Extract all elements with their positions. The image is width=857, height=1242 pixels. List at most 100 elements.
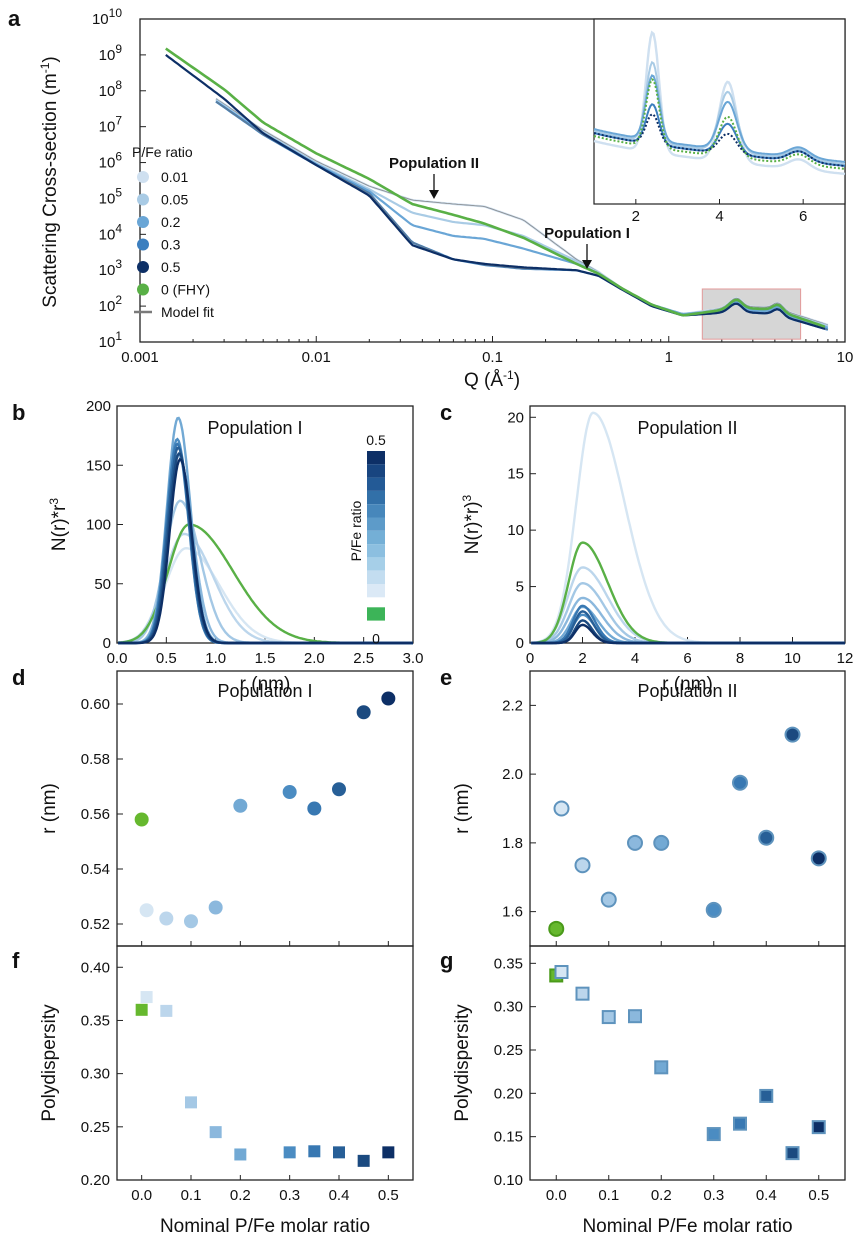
colorbar-swatch xyxy=(367,464,385,478)
x-tick-label: 0.1 xyxy=(598,1187,619,1204)
colorbar-swatch xyxy=(367,504,385,518)
x-tick-label: 6 xyxy=(683,650,691,667)
y-tick-label: 108 xyxy=(99,78,123,100)
data-point xyxy=(333,1146,345,1159)
legend-marker xyxy=(137,238,149,251)
panel-c-population-ii-distribution: 0 2 4 6 8 10 12 0 5 10 15 20 r (nm) N(r)*r)3 Populatio… xyxy=(460,405,853,695)
data-point xyxy=(601,1010,616,1025)
data-point xyxy=(332,782,346,797)
data-point xyxy=(627,834,643,851)
y-tick-label: 107 xyxy=(99,114,123,136)
panel-g-population-ii-polydispersity: 0.10 0.15 0.20 0.25 0.30 0.35 0.0 0.1 0.2 0.3 0.4 0… xyxy=(452,945,846,1237)
y-tick-label: 100 xyxy=(86,517,111,534)
data-point xyxy=(575,986,590,1001)
data-point xyxy=(705,901,722,918)
inset-series-line xyxy=(593,74,846,163)
x-tick-label: 0.0 xyxy=(107,650,128,667)
y-tick-label: 1.8 xyxy=(502,835,523,852)
plot-frame xyxy=(529,405,846,644)
y-tick-label: 101 xyxy=(99,329,123,351)
x-tick-label: 8 xyxy=(736,650,744,667)
x-tick-label: 2.0 xyxy=(304,650,325,667)
y-tick-label: 150 xyxy=(86,457,111,474)
x-tick-label: 0.4 xyxy=(329,1187,350,1204)
data-point xyxy=(628,1009,642,1024)
data-point xyxy=(233,798,248,813)
data-point xyxy=(600,891,617,908)
data-point xyxy=(382,1146,395,1159)
panel-title: Population II xyxy=(637,681,737,701)
y-tick-label: 0.52 xyxy=(81,916,110,933)
y-axis-label: Polydispersity xyxy=(39,1004,60,1122)
colorbar-swatch xyxy=(367,517,385,531)
data-point xyxy=(283,1146,296,1159)
legend-marker xyxy=(137,261,149,273)
x-tick-label: 2 xyxy=(578,650,586,667)
y-tick-label: 0.25 xyxy=(494,1042,523,1059)
y-tick-label: 106 xyxy=(99,150,123,172)
panel-title: Population I xyxy=(217,681,312,701)
x-tick-label: 0.5 xyxy=(156,650,177,667)
y-tick-label: 10 xyxy=(507,522,524,539)
data-point xyxy=(159,911,174,926)
colorbar-swatch xyxy=(367,557,385,571)
y-tick-label: 104 xyxy=(99,221,123,243)
x-tick-label: 0.5 xyxy=(378,1187,399,1204)
x-tick-label: 0.5 xyxy=(808,1187,829,1204)
panel-label-e: e xyxy=(440,665,452,690)
x-tick-label: 2.5 xyxy=(353,650,374,667)
y-tick-label: 0.10 xyxy=(494,1172,523,1189)
distribution-curve xyxy=(531,623,845,645)
legend-marker xyxy=(137,193,149,206)
x-tick-label: 0.2 xyxy=(230,1187,251,1204)
colorbar-swatch xyxy=(367,584,385,598)
y-tick-label: 2.2 xyxy=(502,697,523,714)
inset-x-tick-label: 2 xyxy=(632,208,640,225)
panel-d-population-i-radius: 0.520.540.560.580.60r (nm)Population I xyxy=(39,670,414,947)
data-point xyxy=(554,965,569,979)
data-point xyxy=(758,829,775,846)
y-tick-label: 0.15 xyxy=(494,1129,523,1146)
plot-frame xyxy=(529,945,846,1181)
annotation-population-ii: Population II xyxy=(389,155,479,172)
legend-label: 0 (FHY) xyxy=(161,282,210,298)
y-tick-label: 0.30 xyxy=(494,999,523,1016)
inset-x-tick-label: 4 xyxy=(715,208,723,225)
series-line xyxy=(165,47,826,328)
plot-frame xyxy=(116,945,414,1181)
y-tick-label: 200 xyxy=(86,398,111,415)
data-point xyxy=(706,1127,721,1142)
legend-label: 0.05 xyxy=(161,192,188,208)
x-axis-label: Nominal P/Fe molar ratio xyxy=(160,1216,370,1237)
y-tick-label: 50 xyxy=(94,576,111,593)
data-point xyxy=(732,774,748,791)
panel-b-population-i-distribution: 0.0 0.5 1.0 1.5 2.0 2.5 3.0 0 50 100 150 200 r (nm) N… xyxy=(47,398,423,695)
y-tick-label: 0 xyxy=(103,635,111,652)
legend-label: 0.2 xyxy=(161,214,181,230)
panel-title: Population II xyxy=(637,418,737,438)
data-point xyxy=(785,1146,800,1161)
inset-series-line xyxy=(593,60,846,165)
data-point xyxy=(209,1126,222,1139)
x-tick-label: 0.01 xyxy=(302,349,331,366)
data-point xyxy=(574,857,591,874)
x-tick-label: 3.0 xyxy=(403,650,424,667)
y-axis-label: r (nm) xyxy=(452,783,473,834)
colorbar-bottom-label: 0 xyxy=(372,631,380,647)
inset-series-line xyxy=(593,113,846,167)
y-tick-label: 0.30 xyxy=(81,1066,110,1083)
legend-marker xyxy=(137,216,149,228)
colorbar-swatch xyxy=(367,490,385,505)
data-point xyxy=(553,800,570,817)
y-tick-label: 1.6 xyxy=(502,904,523,921)
distribution-curve xyxy=(118,457,413,645)
y-tick-label: 0 xyxy=(516,635,524,652)
annotation-arrowhead-ii xyxy=(429,190,439,199)
legend-label: 0.3 xyxy=(161,237,181,253)
data-point xyxy=(139,903,154,918)
series-line xyxy=(165,54,826,330)
colorbar-label: P/Fe ratio xyxy=(348,500,364,561)
y-tick-label: 0.56 xyxy=(81,806,110,823)
y-tick-label: 0.35 xyxy=(81,1012,110,1029)
